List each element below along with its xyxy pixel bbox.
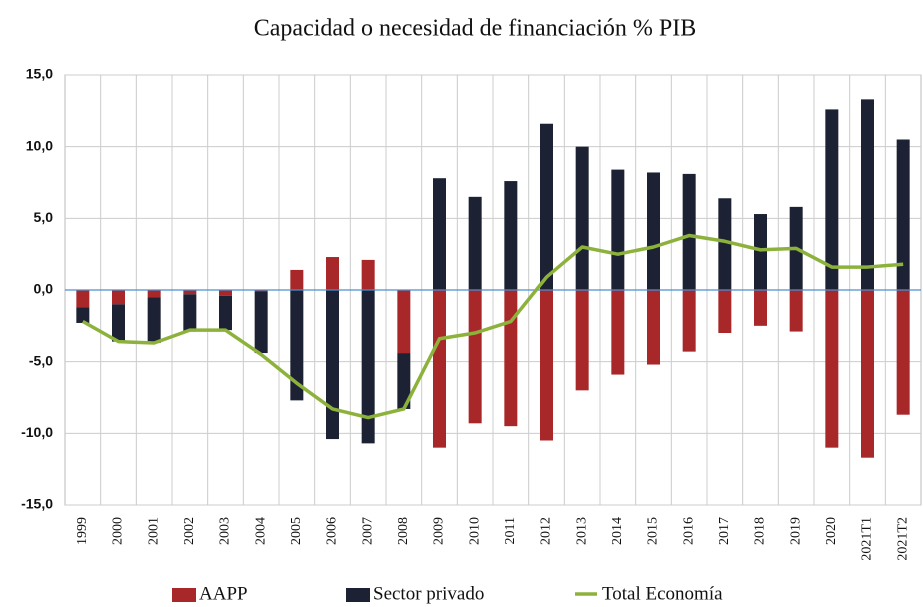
bar bbox=[183, 290, 197, 295]
bar bbox=[825, 290, 839, 448]
legend-label: Sector privado bbox=[373, 583, 484, 604]
legend-swatch bbox=[346, 588, 370, 602]
x-tick-label: 2021T2 bbox=[895, 517, 910, 561]
bar bbox=[718, 198, 732, 290]
bar bbox=[682, 290, 696, 352]
x-tick-label: 2010 bbox=[467, 517, 482, 545]
line bbox=[81, 233, 904, 420]
bar bbox=[219, 295, 232, 331]
bar bbox=[504, 290, 518, 427]
chart-title: Capacidad o necesidad de financiación % … bbox=[254, 16, 697, 42]
x-tick-label: 2018 bbox=[753, 517, 768, 545]
bar bbox=[76, 290, 90, 308]
bar bbox=[468, 196, 482, 290]
bar bbox=[754, 214, 767, 290]
bar bbox=[183, 294, 197, 332]
x-tick-label: 2014 bbox=[610, 517, 625, 545]
bar bbox=[540, 123, 553, 290]
y-tick-label: 0,0 bbox=[34, 281, 54, 297]
bar bbox=[361, 290, 375, 444]
bar bbox=[861, 290, 874, 458]
x-tick-label: 2004 bbox=[253, 517, 268, 545]
x-tick-label: 1999 bbox=[75, 517, 90, 545]
bar bbox=[718, 290, 732, 333]
x-tick-label: 2017 bbox=[717, 517, 732, 545]
bar bbox=[682, 173, 696, 290]
x-tick-label: 2012 bbox=[539, 517, 554, 545]
bar bbox=[896, 139, 910, 290]
bar bbox=[647, 172, 660, 290]
y-tick-label: -5,0 bbox=[29, 352, 53, 368]
bar bbox=[611, 169, 625, 290]
bar bbox=[290, 269, 304, 290]
y-tick-label: -15,0 bbox=[21, 496, 53, 512]
y-tick-label: 10,0 bbox=[26, 137, 53, 153]
bar bbox=[112, 290, 125, 305]
x-tick-label: 2009 bbox=[432, 517, 447, 545]
bar bbox=[254, 290, 268, 292]
x-tick-label: 2001 bbox=[146, 517, 161, 545]
bar bbox=[326, 257, 339, 290]
bar bbox=[326, 290, 339, 440]
bar bbox=[147, 297, 161, 344]
bar bbox=[397, 290, 411, 354]
bar bbox=[575, 146, 589, 290]
x-tick-label: 2013 bbox=[574, 517, 589, 545]
y-tick-label: -10,0 bbox=[21, 424, 53, 440]
bar bbox=[147, 290, 161, 298]
bar bbox=[754, 290, 767, 326]
bar bbox=[896, 290, 910, 415]
legend-label: AAPP bbox=[199, 583, 248, 604]
bar bbox=[647, 290, 660, 365]
bar bbox=[433, 178, 446, 290]
x-tick-label: 2016 bbox=[681, 517, 696, 545]
bar bbox=[540, 290, 553, 441]
bar bbox=[825, 109, 839, 291]
legend-swatch bbox=[172, 588, 196, 602]
bar bbox=[861, 99, 874, 290]
x-tick-label: 2003 bbox=[218, 517, 233, 545]
x-tick-label: 2005 bbox=[289, 517, 304, 545]
bar bbox=[361, 259, 375, 290]
x-tick-label: 2019 bbox=[788, 517, 803, 545]
y-tick-label: 15,0 bbox=[26, 66, 53, 82]
bar bbox=[112, 304, 125, 342]
bar bbox=[290, 290, 304, 401]
x-tick-label: 2015 bbox=[646, 517, 661, 545]
bar bbox=[219, 290, 232, 296]
bar bbox=[611, 290, 625, 375]
bar bbox=[468, 290, 482, 424]
x-tick-label: 2006 bbox=[325, 517, 340, 545]
y-tick-label: 5,0 bbox=[34, 209, 54, 225]
bar bbox=[789, 290, 803, 332]
bar bbox=[433, 290, 446, 448]
x-tick-label: 2011 bbox=[503, 517, 518, 544]
x-tick-label: 2021T1 bbox=[860, 517, 875, 561]
x-tick-label: 2002 bbox=[182, 517, 197, 545]
x-tick-label: 2020 bbox=[824, 517, 839, 545]
legend-label: Total Economía bbox=[602, 583, 723, 604]
bar bbox=[76, 307, 90, 323]
bar bbox=[397, 353, 411, 409]
x-tick-label: 2000 bbox=[111, 517, 126, 545]
bar bbox=[254, 291, 268, 354]
bar bbox=[575, 290, 589, 391]
bar bbox=[504, 181, 518, 290]
x-tick-label: 2008 bbox=[396, 517, 411, 545]
x-tick-label: 2007 bbox=[360, 517, 375, 545]
